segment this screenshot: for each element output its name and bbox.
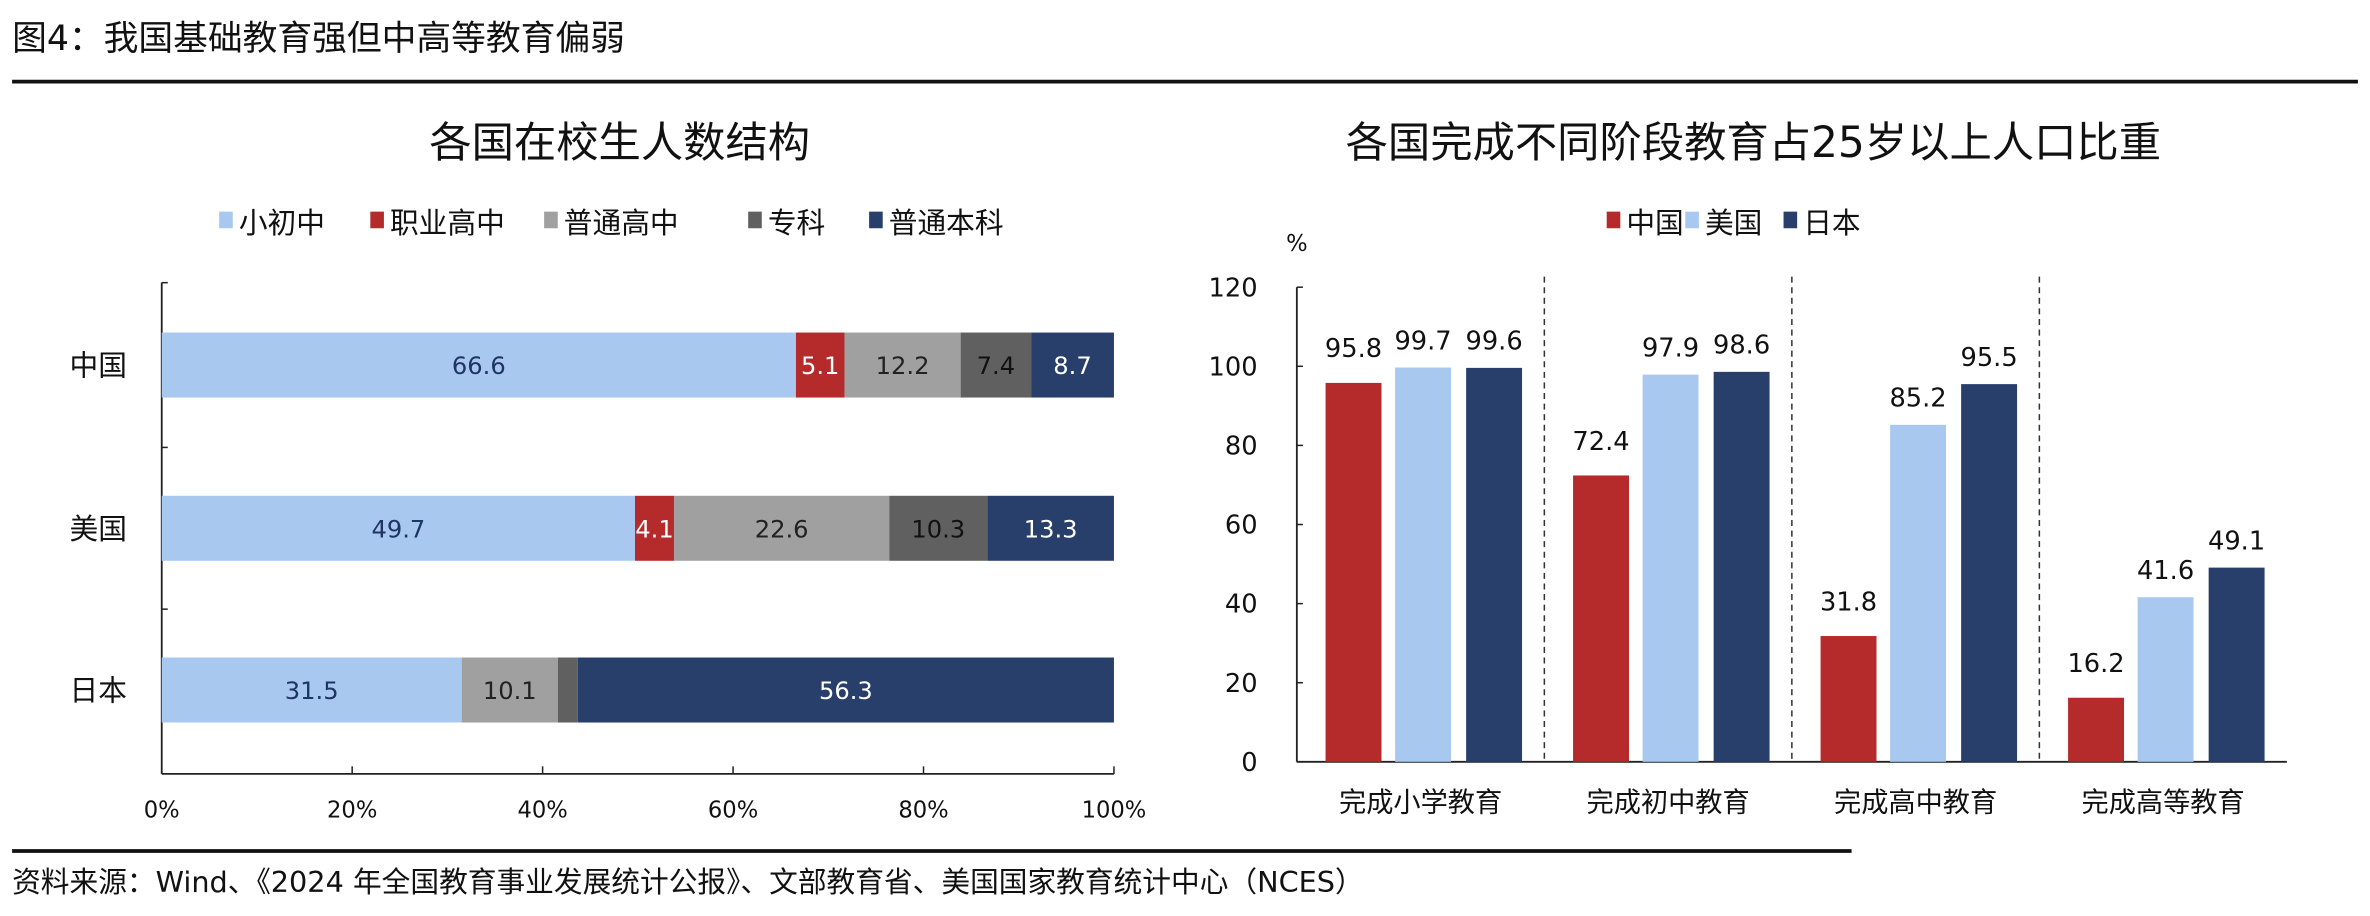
data-label-0-1: 5.1	[801, 352, 839, 380]
bar-1-0	[1573, 475, 1629, 762]
legend-swatch-2	[1783, 211, 1798, 229]
bar-segment-0-3	[960, 332, 1032, 398]
legend-label-1: 美国	[1705, 206, 1762, 240]
legend-swatch-3	[748, 211, 762, 229]
legend-swatch-1	[1685, 211, 1699, 229]
bar-1-2	[1713, 371, 1770, 762]
y-tick-label-3: 60	[1225, 511, 1258, 541]
right-chart-title: 各国完成不同阶段教育占25岁以上人口比重	[1346, 118, 2161, 167]
data-label-0-2: 99.6	[1465, 327, 1522, 357]
data-label-1-3: 10.3	[911, 515, 965, 543]
legend-label-0: 小初中	[239, 206, 325, 240]
data-label-0-4: 8.7	[1053, 352, 1091, 380]
category-label-0: 完成小学教育	[1339, 788, 1502, 819]
data-label-3-1: 41.6	[2137, 556, 2194, 586]
data-label-1-2: 22.6	[755, 515, 809, 543]
legend-swatch-4	[869, 211, 883, 229]
bar-1-1	[1642, 374, 1699, 762]
legend-label-2: 普通高中	[564, 206, 679, 240]
data-label-2-2: 10.1	[483, 677, 537, 705]
data-label-1-1: 4.1	[635, 515, 673, 543]
legend-label-1: 职业高中	[390, 206, 505, 240]
left-chart-title: 各国在校生人数结构	[429, 118, 810, 167]
bar-3-1	[2137, 597, 2194, 762]
category-label-2: 完成高中教育	[1834, 788, 1997, 819]
bar-3-0	[2068, 697, 2125, 762]
bar-3-2	[2208, 567, 2265, 762]
y-tick-label-5: 100	[1209, 352, 1258, 382]
bar-segment-0-4	[1031, 332, 1114, 398]
y-tick-label-6: 120	[1209, 273, 1258, 303]
category-label-0: 中国	[70, 349, 127, 383]
legend-swatch-0	[219, 211, 233, 229]
data-label-2-0: 31.5	[285, 677, 339, 705]
x-tick-label-4: 80%	[898, 798, 948, 824]
y-tick-label-0: 0	[1241, 748, 1257, 778]
data-label-1-4: 13.3	[1024, 515, 1078, 543]
bar-segment-0-2	[844, 332, 961, 398]
x-tick-label-1: 20%	[327, 798, 377, 824]
data-label-0-0: 95.8	[1325, 334, 1382, 364]
bar-segment-2-4	[577, 657, 1114, 723]
bar-segment-0-0	[161, 332, 796, 398]
data-label-0-1: 99.7	[1394, 326, 1451, 356]
x-tick-label-5: 100%	[1082, 798, 1147, 824]
legend-label-4: 普通本科	[889, 206, 1004, 240]
category-label-1: 美国	[70, 512, 127, 546]
data-label-0-3: 7.4	[977, 352, 1015, 380]
bar-segment-1-1	[634, 495, 675, 561]
bar-0-2	[1466, 367, 1523, 762]
y-tick-label-2: 40	[1225, 590, 1258, 620]
bar-segment-1-2	[674, 495, 890, 561]
x-tick-label-2: 40%	[517, 798, 567, 824]
category-label-3: 完成高等教育	[2082, 788, 2245, 819]
right-chart: 中国 美国 日本 0 20 40 60 80 100 120 完成小学教育 95.8 99.7 99.6 完…	[1209, 206, 2287, 819]
bar-2-2	[1961, 384, 2018, 762]
category-label-1: 完成初中教育	[1587, 788, 1750, 819]
data-label-0-0: 66.6	[452, 352, 506, 380]
legend-swatch-1	[370, 211, 384, 229]
legend-label-0: 中国	[1626, 206, 1683, 240]
bar-2-0	[1820, 636, 1877, 762]
left-chart: 小初中 职业高中 普通高中 专科 普通本科 0% 20% 40% 60% 80% 100% 中国 66.…	[70, 206, 1147, 824]
y-tick-label-1: 20	[1225, 669, 1258, 699]
x-tick-label-0: 0%	[144, 798, 180, 824]
source-note: 资料来源：Wind、《2024 年全国教育事业发展统计公报》、文部教育省、美国国…	[12, 865, 1364, 899]
data-label-3-2: 49.1	[2208, 526, 2265, 556]
legend-swatch-2	[544, 211, 558, 229]
data-label-1-0: 49.7	[371, 515, 425, 543]
bar-0-0	[1325, 382, 1382, 762]
bar-segment-2-0	[161, 657, 462, 723]
legend-swatch-0	[1606, 211, 1621, 229]
bar-segment-1-3	[889, 495, 988, 561]
x-tick-label-3: 60%	[708, 798, 758, 824]
bar-segment-1-0	[161, 495, 635, 561]
legend-label-3: 专科	[768, 206, 825, 240]
data-label-0-2: 12.2	[876, 352, 930, 380]
data-label-2-0: 31.8	[1820, 587, 1877, 617]
data-label-1-1: 97.9	[1642, 333, 1699, 363]
data-label-2-4: 56.3	[819, 677, 873, 705]
data-label-1-0: 72.4	[1572, 427, 1629, 457]
bar-segment-2-2	[461, 657, 558, 723]
y-tick-label-4: 80	[1225, 431, 1258, 461]
data-label-2-2: 95.5	[1961, 343, 2018, 373]
bar-0-1	[1395, 367, 1452, 762]
legend-label-2: 日本	[1803, 206, 1860, 240]
category-label-2: 日本	[70, 674, 127, 708]
bar-segment-0-1	[795, 332, 845, 398]
figure-title: 图4：我国基础教育强但中高等教育偏弱	[12, 19, 625, 59]
bar-segment-2-3	[557, 657, 578, 723]
right-y-unit: %	[1286, 231, 1308, 257]
bar-segment-1-4	[987, 495, 1114, 561]
data-label-3-0: 16.2	[2067, 649, 2124, 679]
data-label-2-1: 85.2	[1889, 384, 1946, 414]
bar-2-1	[1890, 424, 1947, 762]
data-label-1-2: 98.6	[1713, 331, 1770, 361]
